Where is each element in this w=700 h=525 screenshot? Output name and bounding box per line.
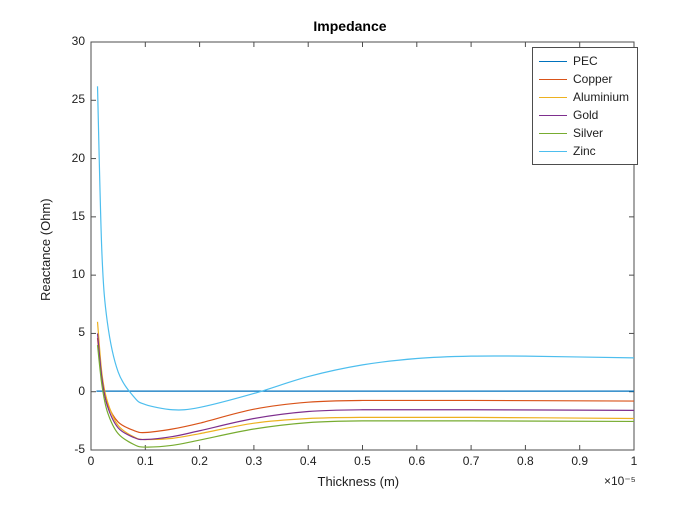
legend-swatch — [539, 97, 567, 98]
legend-label: Gold — [573, 108, 598, 122]
y-tick-label: 20 — [53, 151, 85, 165]
legend-swatch — [539, 61, 567, 62]
legend-swatch — [539, 151, 567, 152]
legend-swatch — [539, 115, 567, 116]
figure: Impedance Reactance (Ohm) Thickness (m) … — [0, 0, 700, 525]
legend-label: Zinc — [573, 144, 596, 158]
legend-item: Copper — [539, 70, 629, 88]
x-tick-label: 0.6 — [402, 454, 432, 468]
x-axis-exponent: ×10⁻⁵ — [604, 474, 636, 488]
legend-item: Silver — [539, 124, 629, 142]
x-tick-label: 0.2 — [185, 454, 215, 468]
x-tick-label: 0.7 — [456, 454, 486, 468]
x-tick-label: 0.4 — [293, 454, 323, 468]
series-aluminium — [98, 322, 634, 440]
y-axis-label: Reactance (Ohm) — [38, 198, 53, 301]
series-gold — [98, 333, 634, 439]
series-silver — [98, 345, 634, 447]
legend-swatch — [539, 133, 567, 134]
legend-item: Aluminium — [539, 88, 629, 106]
x-axis-label: Thickness (m) — [318, 474, 400, 489]
x-tick-label: 0.9 — [565, 454, 595, 468]
y-tick-label: 0 — [53, 384, 85, 398]
legend-item: Gold — [539, 106, 629, 124]
legend-item: PEC — [539, 52, 629, 70]
x-tick-label: 0.5 — [348, 454, 378, 468]
legend-label: Silver — [573, 126, 603, 140]
legend-label: PEC — [573, 54, 598, 68]
y-tick-label: -5 — [53, 442, 85, 456]
y-tick-label: 30 — [53, 34, 85, 48]
legend-swatch — [539, 79, 567, 80]
x-tick-label: 0.1 — [130, 454, 160, 468]
y-tick-label: 15 — [53, 209, 85, 223]
x-tick-label: 1 — [619, 454, 649, 468]
x-tick-label: 0.8 — [510, 454, 540, 468]
y-tick-label: 10 — [53, 267, 85, 281]
legend-label: Aluminium — [573, 90, 629, 104]
legend-item: Zinc — [539, 142, 629, 160]
y-tick-label: 5 — [53, 325, 85, 339]
x-tick-label: 0 — [76, 454, 106, 468]
legend-label: Copper — [573, 72, 612, 86]
y-tick-label: 25 — [53, 92, 85, 106]
x-tick-label: 0.3 — [239, 454, 269, 468]
legend: PEC Copper Aluminium Gold Silver Zinc — [532, 47, 638, 165]
